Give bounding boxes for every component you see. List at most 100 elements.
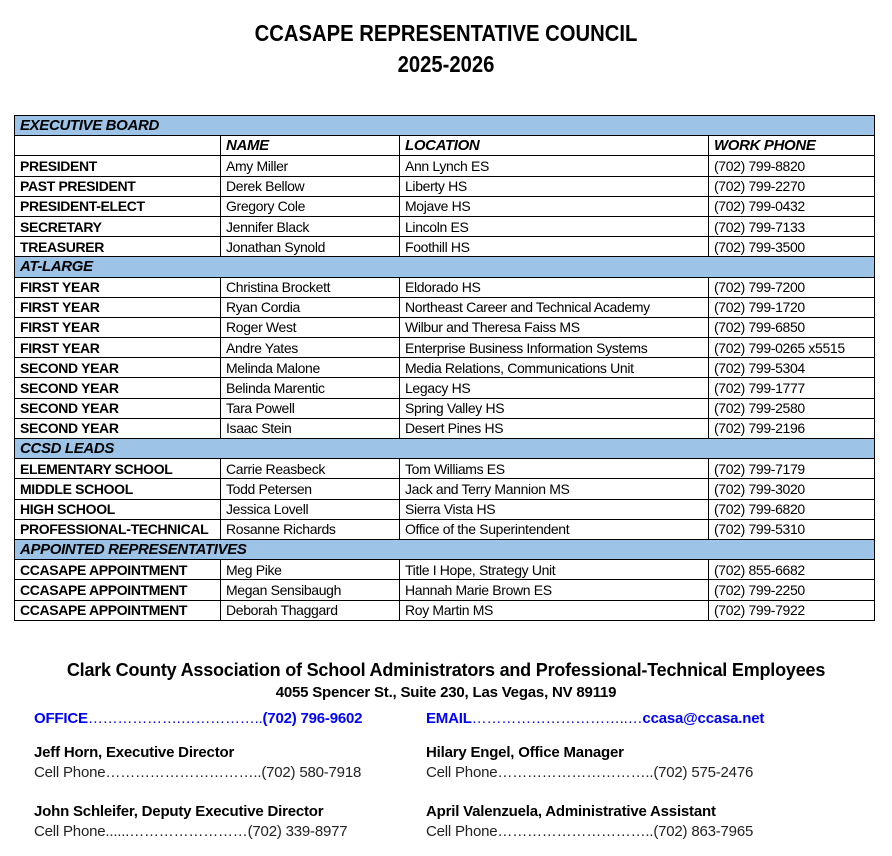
phone-cell: (702) 799-0265 x5515 (708, 337, 875, 359)
role-cell: SECRETARY (14, 215, 221, 238)
column-header: LOCATION (399, 135, 709, 157)
role-cell: PAST PRESIDENT (14, 175, 221, 197)
dot-leader: ………………………….. (497, 764, 654, 781)
table-row: SECOND YEAR Isaac Stein Desert Pines HS (70… (14, 417, 875, 440)
phone-cell: (702) 799-7922 (708, 599, 875, 621)
role-cell: HIGH SCHOOL (14, 498, 221, 520)
council-table: EXECUTIVE BOARD NAME LOCATION WORK PHONE PRE… (14, 114, 875, 621)
email-line: EMAIL…………………………..…ccasa@ccasa.net (426, 710, 764, 727)
table-row: HIGH SCHOOL Jessica Lovell Sierra Vista HS… (14, 498, 875, 520)
name-cell: Jennifer Black (220, 215, 400, 238)
dot-leader: ………………………….. (105, 764, 262, 781)
role-cell: CCASAPE APPOINTMENT (14, 579, 221, 601)
table-row: FIRST YEAR Andre Yates Enterprise Business… (14, 337, 875, 359)
role-cell: SECOND YEAR (14, 357, 221, 379)
role-cell: PRESIDENT-ELECT (14, 195, 221, 217)
location-cell: Lincoln ES (399, 215, 709, 238)
phone-cell: (702) 799-2270 (708, 175, 875, 197)
office-phone[interactable]: (702) 796-9602 (262, 710, 363, 727)
name-cell: Megan Sensibaugh (220, 579, 400, 601)
phone-cell: (702) 799-6850 (708, 316, 875, 339)
role-cell: SECOND YEAR (14, 417, 221, 440)
table-row: SECOND YEAR Melinda Malone Media Relations… (14, 357, 875, 379)
location-cell: Ann Lynch ES (399, 155, 709, 177)
column-header (14, 135, 221, 157)
location-cell: Roy Martin MS (399, 599, 709, 621)
name-cell: Melinda Malone (220, 357, 400, 379)
name-cell: Andre Yates (220, 337, 400, 359)
role-cell: CCASAPE APPOINTMENT (14, 559, 221, 581)
role-cell: TREASURER (14, 236, 221, 258)
section-header: CCSD LEADS (14, 437, 875, 460)
table-row: PRESIDENT-ELECT Gregory Cole Mojave HS (702… (14, 195, 875, 217)
dot-leader: ……………….…………….. (87, 710, 263, 727)
contact-name: April Valenzuela, Administrative Assista… (426, 803, 716, 820)
table-row: PROFESSIONAL-TECHNICAL Rosanne Richards Of… (14, 518, 875, 540)
name-cell: Carrie Reasbeck (220, 458, 400, 480)
organization-name: Clark County Association of School Admin… (66, 660, 826, 680)
role-cell: FIRST YEAR (14, 316, 221, 339)
contact-phone-line: Cell Phone…………………………..(702) 580-7918 (34, 764, 361, 781)
name-cell: Jonathan Synold (220, 236, 400, 258)
table-row: FIRST YEAR Roger West Wilbur and Theresa F… (14, 316, 875, 339)
location-cell: Tom Williams ES (399, 458, 709, 480)
contact-name: John Schleifer, Deputy Executive Directo… (34, 803, 324, 820)
role-cell: CCASAPE APPOINTMENT (14, 599, 221, 621)
name-cell: Deborah Thaggard (220, 599, 400, 621)
column-header-row: NAME LOCATION WORK PHONE (14, 135, 875, 157)
table-row: ELEMENTARY SCHOOL Carrie Reasbeck Tom Will… (14, 458, 875, 480)
location-cell: Liberty HS (399, 175, 709, 197)
table-row: MIDDLE SCHOOL Todd Petersen Jack and Terry… (14, 478, 875, 500)
cell-phone-number: (702) 575-2476 (653, 764, 754, 781)
column-header: NAME (220, 135, 400, 157)
cell-phone-label: Cell Phone (426, 823, 498, 840)
cell-phone-label: Cell Phone (34, 823, 106, 840)
cell-phone-label: Cell Phone (34, 764, 106, 781)
phone-cell: (702) 799-5310 (708, 518, 875, 540)
phone-cell: (702) 799-7133 (708, 215, 875, 238)
table-row: TREASURER Jonathan Synold Foothill HS (702)… (14, 236, 875, 258)
office-label: OFFICE (34, 710, 88, 727)
section-title: APPOINTED REPRESENTATIVES (14, 538, 875, 561)
name-cell: Ryan Cordia (220, 296, 400, 318)
phone-cell: (702) 799-2580 (708, 397, 875, 419)
cell-phone-number: (702) 863-7965 (653, 823, 754, 840)
location-cell: Jack and Terry Mannion MS (399, 478, 709, 500)
section-header: EXECUTIVE BOARD (14, 114, 875, 137)
location-cell: Enterprise Business Information Systems (399, 337, 709, 359)
email-label: EMAIL (426, 710, 472, 727)
location-cell: Sierra Vista HS (399, 498, 709, 520)
role-cell: FIRST YEAR (14, 337, 221, 359)
phone-cell: (702) 799-2250 (708, 579, 875, 601)
section-title: CCSD LEADS (14, 437, 875, 460)
location-cell: Title I Hope, Strategy Unit (399, 559, 709, 581)
table-row: FIRST YEAR Christina Brockett Eldorado HS(… (14, 276, 875, 298)
phone-cell: (702) 855-6682 (708, 559, 875, 581)
location-cell: Hannah Marie Brown ES (399, 579, 709, 601)
role-cell: FIRST YEAR (14, 296, 221, 318)
name-cell: Gregory Cole (220, 195, 400, 217)
role-cell: SECOND YEAR (14, 377, 221, 399)
location-cell: Foothill HS (399, 236, 709, 258)
email-link[interactable]: ccasa@ccasa.net (642, 710, 765, 727)
section-header: APPOINTED REPRESENTATIVES (14, 538, 875, 561)
phone-cell: (702) 799-0432 (708, 195, 875, 217)
contact-phone-line: Cell Phone…………………………..(702) 863-7965 (426, 823, 753, 840)
name-cell: Belinda Marentic (220, 377, 400, 399)
name-cell: Meg Pike (220, 559, 400, 581)
role-cell: FIRST YEAR (14, 276, 221, 298)
phone-cell: (702) 799-5304 (708, 357, 875, 379)
name-cell: Jessica Lovell (220, 498, 400, 520)
location-cell: Eldorado HS (399, 276, 709, 298)
dot-leader: ………………………….. (497, 823, 654, 840)
phone-cell: (702) 799-7200 (708, 276, 875, 298)
phone-cell: (702) 799-6820 (708, 498, 875, 520)
name-cell: Amy Miller (220, 155, 400, 177)
page-title: CCASAPE REPRESENTATIVE COUNCIL (254, 20, 638, 46)
location-cell: Northeast Career and Technical Academy (399, 296, 709, 318)
location-cell: Mojave HS (399, 195, 709, 217)
location-cell: Wilbur and Theresa Faiss MS (399, 316, 709, 339)
phone-cell: (702) 799-2196 (708, 417, 875, 440)
name-cell: Roger West (220, 316, 400, 339)
location-cell: Media Relations, Communications Unit (399, 357, 709, 379)
